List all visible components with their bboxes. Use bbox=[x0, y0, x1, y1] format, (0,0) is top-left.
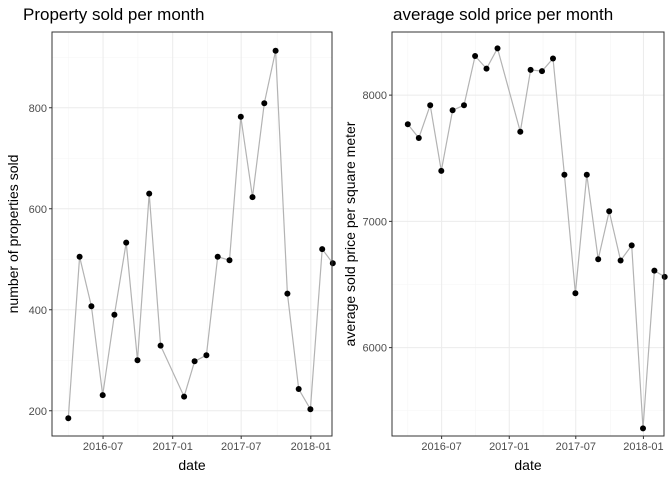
data-point bbox=[461, 102, 467, 109]
data-point bbox=[517, 128, 524, 135]
x-axis-title: date bbox=[178, 457, 205, 473]
y-tick-label: 800 bbox=[29, 103, 47, 115]
data-point bbox=[284, 290, 291, 297]
x-tick-label: 2018-01 bbox=[291, 441, 331, 453]
data-point bbox=[146, 190, 153, 197]
data-point bbox=[203, 352, 210, 359]
x-tick-label: 2018-01 bbox=[623, 441, 663, 453]
data-point bbox=[572, 290, 579, 297]
data-point bbox=[111, 311, 118, 318]
x-tick-label: 2017-01 bbox=[153, 441, 193, 453]
data-point bbox=[661, 273, 668, 280]
y-tick-label: 7000 bbox=[363, 216, 387, 228]
data-point bbox=[628, 242, 635, 249]
data-point bbox=[483, 65, 490, 72]
panel-border bbox=[391, 31, 665, 437]
x-tick-label: 2017-01 bbox=[489, 441, 529, 453]
data-point bbox=[415, 135, 422, 141]
data-point bbox=[595, 256, 602, 263]
data-point bbox=[438, 167, 445, 174]
data-point bbox=[651, 267, 658, 274]
chart-panel-2: 6000 7000 8000 2016-07 2017-01 2017-07 2018-01… bbox=[342, 5, 668, 473]
data-point bbox=[99, 392, 106, 399]
data-point bbox=[449, 107, 456, 114]
data-point bbox=[295, 386, 302, 392]
data-point bbox=[539, 68, 545, 75]
chart-title: Property sold per month bbox=[23, 5, 204, 24]
data-point bbox=[76, 253, 83, 260]
y-axis-title: number of properties sold bbox=[5, 155, 21, 314]
y-tick-label: 600 bbox=[29, 204, 47, 216]
x-tick-label: 2016-07 bbox=[83, 441, 123, 453]
data-point bbox=[123, 239, 130, 246]
data-point bbox=[472, 53, 479, 59]
data-point bbox=[550, 55, 556, 62]
data-point bbox=[237, 113, 244, 120]
data-point bbox=[88, 303, 95, 310]
series-line bbox=[67, 50, 334, 419]
x-tick-label: 2017-07 bbox=[556, 441, 596, 453]
chart-title: average sold price per month bbox=[393, 5, 613, 24]
data-point bbox=[181, 393, 188, 400]
y-tick-label: 200 bbox=[29, 406, 47, 418]
data-point bbox=[329, 260, 336, 267]
data-point bbox=[319, 246, 326, 253]
data-point bbox=[65, 415, 72, 422]
data-point bbox=[261, 100, 268, 107]
data-point bbox=[583, 171, 590, 178]
data-point bbox=[307, 406, 314, 413]
data-point bbox=[214, 253, 221, 260]
x-tick-label: 2016-07 bbox=[421, 441, 461, 453]
data-point bbox=[249, 194, 256, 201]
chart-panel-1: 200 400 600 800 2016-07 2017-01 2017-07 2018-01… bbox=[5, 5, 336, 473]
data-point bbox=[272, 47, 279, 54]
x-tick-label: 2017-07 bbox=[221, 441, 261, 453]
data-point bbox=[527, 66, 534, 73]
data-point bbox=[494, 45, 501, 52]
data-point bbox=[617, 257, 624, 264]
y-tick-label: 6000 bbox=[363, 343, 387, 355]
y-axis-title: average sold price per square meter bbox=[342, 121, 358, 346]
series-line bbox=[407, 46, 666, 429]
data-point bbox=[157, 342, 164, 349]
data-point bbox=[226, 257, 233, 264]
data-point bbox=[191, 358, 198, 365]
data-point bbox=[640, 425, 646, 432]
panel-border bbox=[51, 31, 333, 437]
y-tick-label: 400 bbox=[29, 305, 47, 317]
data-point bbox=[427, 102, 434, 109]
data-point bbox=[561, 171, 568, 178]
data-point bbox=[606, 208, 613, 215]
x-axis-title: date bbox=[514, 457, 541, 473]
y-tick-label: 8000 bbox=[363, 90, 387, 102]
data-point bbox=[404, 121, 411, 128]
data-point bbox=[134, 357, 141, 364]
